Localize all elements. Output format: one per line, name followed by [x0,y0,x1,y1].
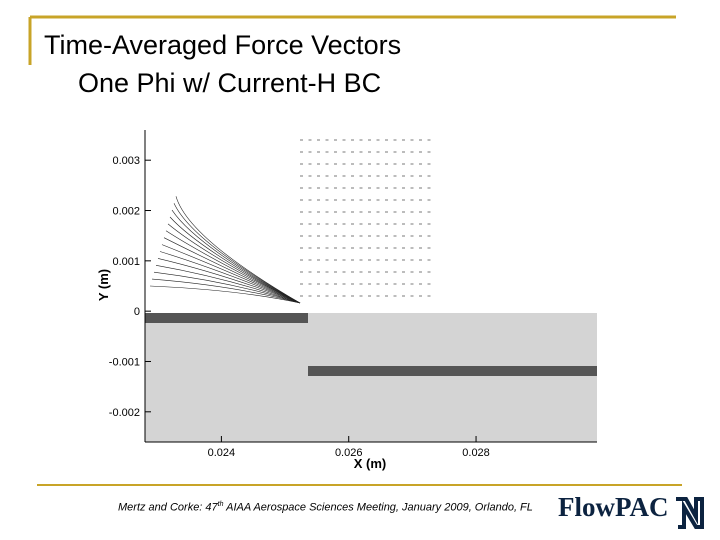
x-tick-label: 0.028 [462,447,490,459]
lower-electrode [308,366,597,376]
vector-line [167,223,301,304]
vector-line [149,285,301,304]
y-tick-label: 0.002 [112,206,140,218]
vector-line [171,209,301,304]
x-tick-label: 0.026 [335,447,363,459]
footer-text: AIAA Aerospace Sciences Meeting, January… [223,501,533,514]
vector-line [173,203,301,304]
y-tick-label: -0.001 [109,356,140,368]
y-axis-label: Y (m) [96,269,111,301]
y-tick-label: -0.002 [109,407,140,419]
vector-line [165,230,301,304]
footer-sup: th [217,501,224,508]
y-tick-label: 0.003 [112,155,140,167]
vector-line [175,196,301,304]
y-tick-label: 0 [134,306,140,318]
vector-line [153,271,301,304]
logo-monogram [676,497,704,529]
x-axis-label: X (m) [354,456,387,471]
y-tick-label: 0.001 [112,256,140,268]
footer: Mertz and Corke: 47th AIAA Aerospace Sci… [118,501,533,514]
vector-field [149,139,431,304]
vector-line [155,265,301,304]
x-tick-label: 0.024 [208,447,236,459]
vector-line [161,244,301,304]
vector-line [163,237,301,304]
vector-line [169,216,301,304]
monogram [676,497,704,529]
vector-line [151,278,301,304]
upper-electrode [145,313,308,323]
dielectric [145,313,597,442]
geometry [145,313,597,442]
subtitle: One Phi w/ Current-H BC [78,68,382,98]
logo: FlowPAC [558,492,669,522]
footer-text: Mertz and Corke: 47 [118,501,218,514]
vector-line [157,258,301,304]
title: Time-Averaged Force Vectors [44,30,402,60]
vector-line [159,251,301,304]
